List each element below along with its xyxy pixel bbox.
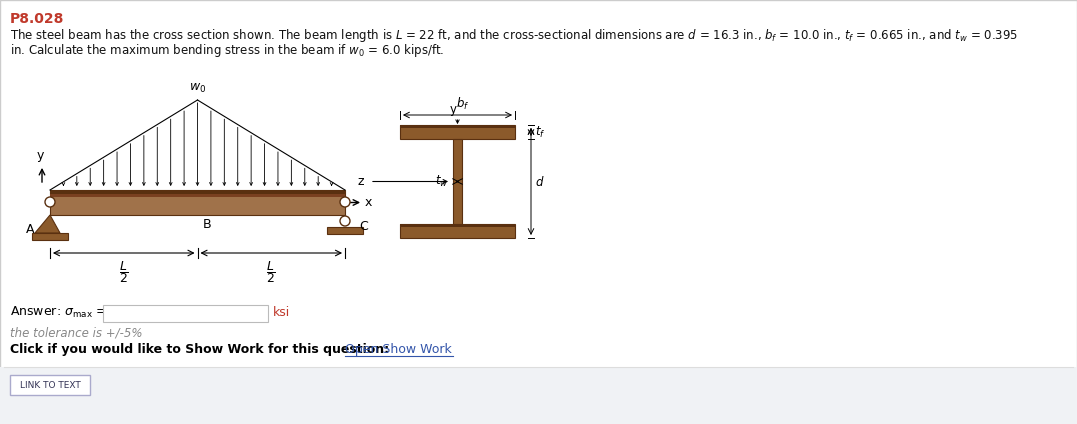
Bar <box>400 224 515 227</box>
Bar <box>453 139 462 224</box>
Polygon shape <box>34 215 60 233</box>
Bar <box>50 194 345 197</box>
Text: $t_f$: $t_f$ <box>535 125 546 139</box>
Text: $w_0$: $w_0$ <box>188 82 206 95</box>
Text: P8.028: P8.028 <box>10 12 65 26</box>
Bar <box>103 305 268 322</box>
Bar <box>400 224 515 238</box>
Bar <box>400 125 515 128</box>
Bar <box>0 367 1077 424</box>
Text: in. Calculate the maximum bending stress in the beam if $w_0$ = 6.0 kips/ft.: in. Calculate the maximum bending stress… <box>10 42 445 59</box>
Text: A: A <box>26 223 34 236</box>
Text: $\dfrac{L}{2}$: $\dfrac{L}{2}$ <box>118 259 129 285</box>
Bar <box>400 125 515 139</box>
Text: x: x <box>365 196 373 209</box>
Circle shape <box>340 216 350 226</box>
Bar <box>50 190 345 194</box>
Bar <box>327 227 363 234</box>
Text: LINK TO TEXT: LINK TO TEXT <box>19 380 81 390</box>
Text: $\dfrac{L}{2}$: $\dfrac{L}{2}$ <box>266 259 276 285</box>
Text: ksi: ksi <box>272 307 290 320</box>
Bar <box>50 190 345 215</box>
Text: y: y <box>450 103 457 116</box>
Text: z: z <box>358 175 364 188</box>
Text: the tolerance is +/-5%: the tolerance is +/-5% <box>10 327 142 340</box>
Text: Answer: $\sigma_{\rm max}$ =: Answer: $\sigma_{\rm max}$ = <box>10 305 107 320</box>
Circle shape <box>340 197 350 207</box>
Text: The steel beam has the cross section shown. The beam length is $L$ = 22 ft, and : The steel beam has the cross section sho… <box>10 27 1018 44</box>
Text: Click if you would like to Show Work for this question:: Click if you would like to Show Work for… <box>10 343 389 356</box>
Bar <box>32 233 68 240</box>
Circle shape <box>45 197 55 207</box>
Text: y: y <box>37 149 44 162</box>
Text: $t_w$: $t_w$ <box>435 174 448 189</box>
Text: B: B <box>202 218 211 231</box>
Text: $d$: $d$ <box>535 175 545 189</box>
Text: C: C <box>359 220 367 233</box>
Text: $b_f$: $b_f$ <box>456 96 470 112</box>
Text: Open Show Work: Open Show Work <box>345 343 451 356</box>
Bar <box>10 375 90 395</box>
